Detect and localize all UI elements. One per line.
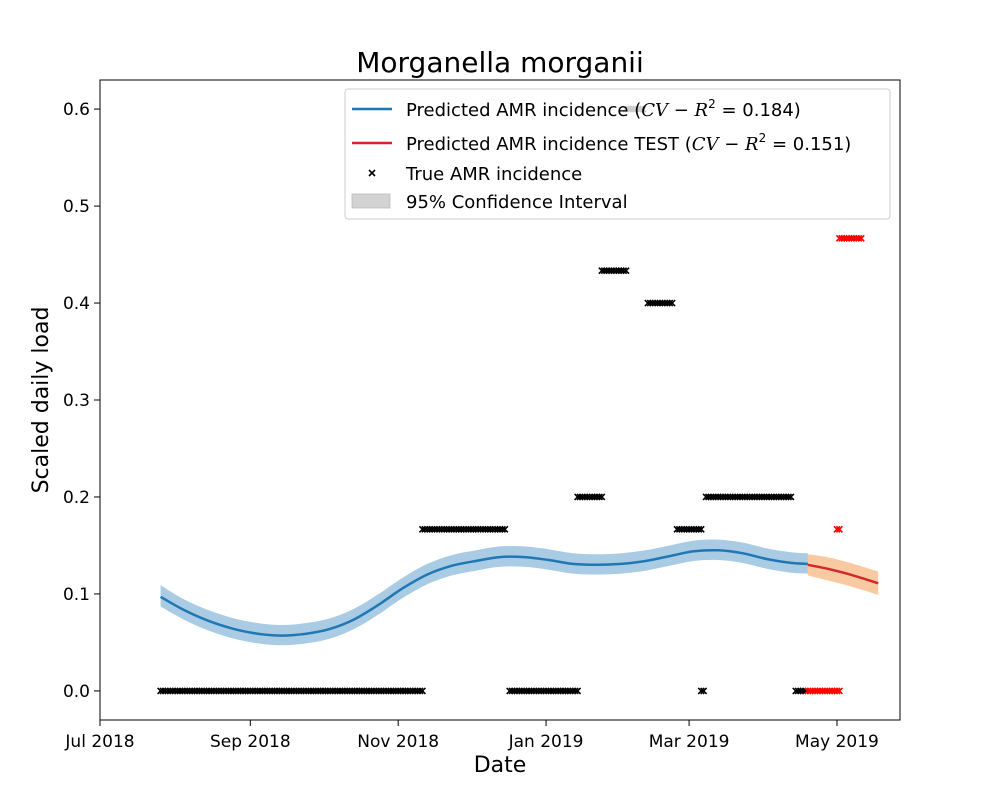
y-axis-title: Scaled daily load <box>29 307 54 494</box>
true-marker <box>666 299 674 307</box>
x-tick-label: Nov 2018 <box>357 732 439 752</box>
true-marker <box>595 493 603 501</box>
true-marker <box>700 687 708 695</box>
test-marker <box>833 687 841 695</box>
true-marker <box>622 267 630 275</box>
test-marker <box>835 525 843 533</box>
true-marker <box>571 687 579 695</box>
true-marker <box>697 687 705 695</box>
series-line-test <box>807 563 879 585</box>
true-marker <box>418 687 426 695</box>
legend-true-label: True AMR incidence <box>405 164 582 185</box>
legend-test-label: Predicted AMR incidence TEST (CV − R2 = … <box>406 131 851 155</box>
x-tick-label: Sep 2018 <box>210 732 291 752</box>
series-line-predicted <box>159 548 808 637</box>
y-axis: 0.0 0.1 0.2 0.3 0.4 0.5 0.6 <box>63 100 100 702</box>
test-marker <box>835 687 843 695</box>
true-marker <box>784 493 793 501</box>
true-marker <box>598 493 606 501</box>
x-axis: Jul 2018 Sep 2018 Nov 2018 Jan 2019 Mar 2019… <box>64 720 879 752</box>
true-marker <box>787 493 795 501</box>
y-tick-label: 0.2 <box>63 488 90 508</box>
test-marker <box>857 234 865 242</box>
true-marker <box>620 267 628 275</box>
y-tick-label: 0.5 <box>63 197 90 217</box>
legend-box <box>344 88 891 220</box>
prediction-lines <box>159 548 879 637</box>
true-marker <box>498 525 506 533</box>
confidence-band-predicted <box>160 539 808 646</box>
y-tick-label: 0.6 <box>63 100 90 120</box>
y-tick-label: 0.4 <box>63 294 90 314</box>
confidence-band-test <box>807 554 879 595</box>
legend: Predicted AMR incidence (CV − R2 = 0.184… <box>344 88 891 220</box>
true-marker <box>668 299 676 307</box>
test-marker <box>855 234 863 242</box>
legend-ci-label: 95% Confidence Interval <box>406 192 628 213</box>
x-tick-label: Jan 2019 <box>508 732 584 752</box>
x-tick-label: May 2019 <box>795 732 879 752</box>
true-marker <box>697 525 705 533</box>
legend-true-swatch <box>368 169 376 177</box>
x-tick-label: Jul 2018 <box>64 732 134 752</box>
y-tick-label: 0.0 <box>63 682 90 702</box>
x-tick-label: Mar 2019 <box>649 732 730 752</box>
chart-title: Morganella morganii <box>356 46 644 79</box>
y-tick-label: 0.3 <box>63 391 90 411</box>
legend-predicted-label: Predicted AMR incidence (CV − R2 = 0.184… <box>406 97 801 121</box>
true-marker <box>695 525 703 533</box>
test-marker <box>833 525 841 533</box>
legend-ci-swatch <box>351 193 391 209</box>
true-markers <box>157 105 865 695</box>
true-marker <box>574 687 582 695</box>
confidence-bands <box>160 539 879 646</box>
true-marker <box>501 525 509 533</box>
y-tick-label: 0.1 <box>63 585 90 605</box>
true-marker <box>416 687 424 695</box>
x-axis-title: Date <box>474 753 527 778</box>
